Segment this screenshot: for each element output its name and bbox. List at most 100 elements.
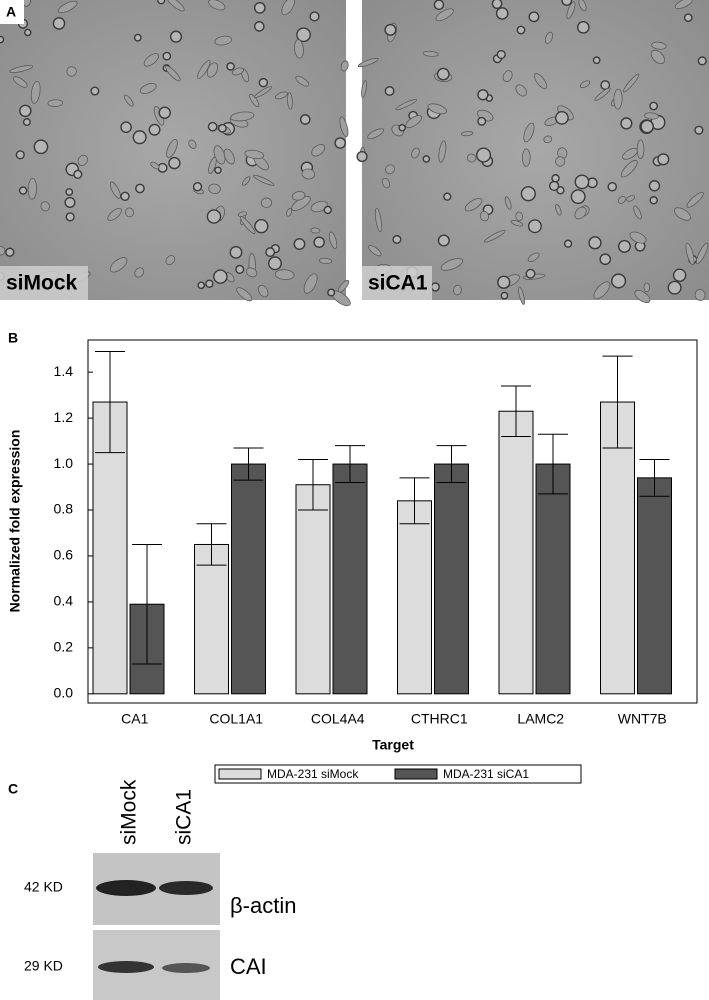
cell xyxy=(253,21,265,32)
protein-label: β-actin xyxy=(230,893,296,918)
cell xyxy=(566,1,576,20)
cell xyxy=(253,1,266,14)
band xyxy=(162,963,210,973)
cell xyxy=(208,0,226,11)
cell xyxy=(241,176,251,186)
cell xyxy=(12,76,28,88)
cell xyxy=(500,291,509,300)
cell xyxy=(502,70,513,82)
cell xyxy=(311,144,326,157)
label-box xyxy=(362,266,432,300)
bar xyxy=(332,463,368,695)
cell xyxy=(356,150,368,163)
cell xyxy=(293,238,306,250)
cell xyxy=(650,49,665,65)
cell xyxy=(230,111,255,122)
cell xyxy=(437,234,450,247)
cell xyxy=(165,255,176,265)
cell xyxy=(274,269,295,280)
error-bar xyxy=(501,385,531,437)
cell xyxy=(592,56,601,65)
cell xyxy=(245,267,258,278)
cell xyxy=(427,103,447,115)
x-axis-label: Target xyxy=(372,737,414,753)
micrographs xyxy=(0,0,709,307)
cell xyxy=(438,140,447,163)
legend-swatch xyxy=(394,768,438,780)
cell xyxy=(133,33,142,42)
cell xyxy=(267,256,282,271)
cell xyxy=(578,0,587,12)
cell xyxy=(213,269,228,284)
cell xyxy=(381,177,391,189)
cell xyxy=(613,88,623,110)
cell xyxy=(599,253,612,266)
panel-label: C xyxy=(8,781,18,797)
legend-label: MDA-231 siCA1 xyxy=(443,767,529,781)
cell xyxy=(623,73,640,93)
cell xyxy=(617,195,626,204)
cell xyxy=(57,0,78,14)
cell xyxy=(384,23,397,36)
cell xyxy=(495,7,509,20)
cell xyxy=(657,153,670,166)
cell xyxy=(165,65,181,82)
cell xyxy=(206,209,222,224)
cell xyxy=(327,288,336,297)
cell xyxy=(229,245,243,259)
cell xyxy=(223,148,235,165)
bar xyxy=(194,543,229,695)
cell xyxy=(620,117,633,130)
cell xyxy=(226,62,235,71)
cell xyxy=(422,155,431,163)
x-tick-label: LAMC2 xyxy=(517,711,564,727)
legend-label: MDA-231 siMock xyxy=(267,767,359,781)
cell xyxy=(340,60,349,72)
cell xyxy=(476,147,492,163)
cell xyxy=(265,247,276,258)
cell xyxy=(466,153,477,163)
error-bar xyxy=(95,350,125,454)
micrograph-label: siCA1 xyxy=(368,272,428,295)
cell xyxy=(686,191,704,208)
cell xyxy=(555,204,562,216)
cell xyxy=(504,196,512,210)
cell xyxy=(120,191,130,202)
cell xyxy=(561,0,573,6)
cell xyxy=(47,99,63,107)
cell xyxy=(310,200,329,213)
cell xyxy=(301,168,316,180)
error-bar xyxy=(335,445,365,483)
label-box xyxy=(0,266,88,300)
cell xyxy=(157,0,166,5)
cell xyxy=(555,156,566,167)
cell xyxy=(18,186,28,195)
cell xyxy=(551,174,560,183)
cell xyxy=(510,220,524,227)
cell xyxy=(576,20,590,34)
cell xyxy=(607,181,618,192)
cell xyxy=(620,159,638,178)
cell xyxy=(398,124,406,132)
cell xyxy=(310,227,321,234)
cell xyxy=(683,13,693,23)
cell xyxy=(299,114,311,125)
cell xyxy=(579,80,591,89)
cell xyxy=(694,125,704,135)
error-bar xyxy=(399,477,430,525)
cell xyxy=(66,66,77,77)
cell xyxy=(518,286,525,305)
cell xyxy=(433,0,445,10)
cell xyxy=(197,60,211,79)
bar xyxy=(637,477,672,695)
cell xyxy=(134,267,145,278)
cell xyxy=(73,169,83,179)
cell xyxy=(291,191,306,201)
cell xyxy=(132,130,147,145)
bar xyxy=(498,410,534,695)
cell xyxy=(368,245,382,257)
cell xyxy=(0,245,6,256)
cell xyxy=(464,197,483,212)
cell xyxy=(323,205,332,215)
cell xyxy=(516,25,526,35)
